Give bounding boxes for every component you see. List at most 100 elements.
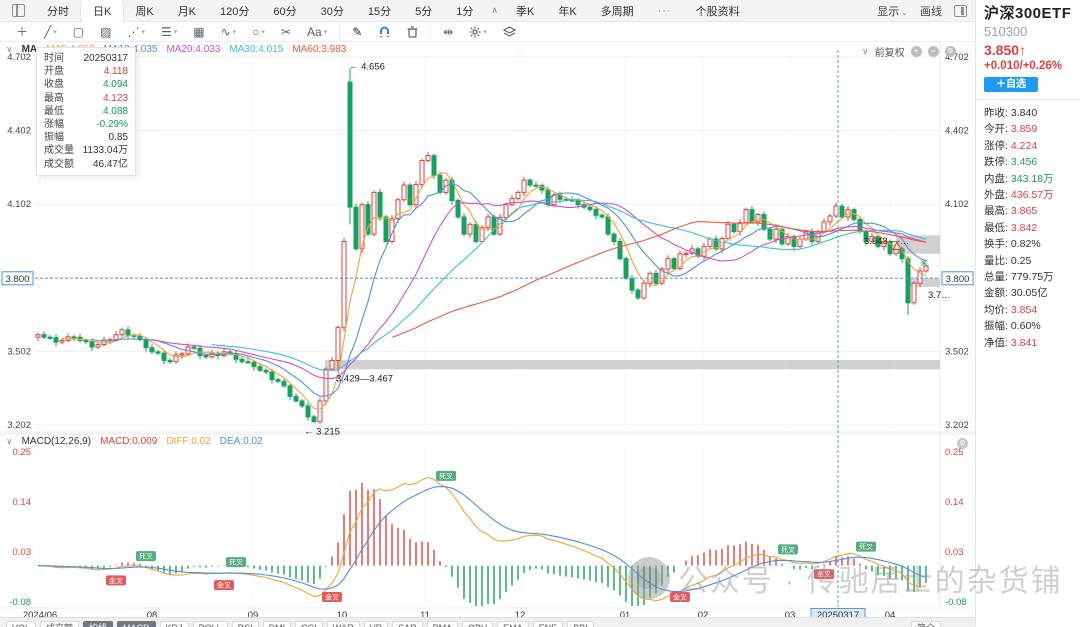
quote-value: 3.840 bbox=[1010, 107, 1038, 119]
period-tab-2[interactable]: 日K bbox=[81, 0, 124, 22]
quote-label: 量比: bbox=[984, 254, 1008, 267]
period-tab-15[interactable]: 个股资料 bbox=[695, 5, 740, 18]
quote-value: 0.60% bbox=[1010, 320, 1041, 333]
intro-button[interactable]: 简介 bbox=[910, 621, 941, 627]
ellipse-tool[interactable]: ○ ▾ bbox=[252, 24, 265, 39]
quote-label: 最低: bbox=[984, 221, 1008, 234]
tooltip-label: 时间 bbox=[44, 53, 64, 64]
tooltip-value: 4.094 bbox=[102, 79, 128, 91]
period-tab-7[interactable]: 30分 bbox=[320, 5, 344, 18]
tooltip-value: 20250317 bbox=[83, 53, 129, 64]
indicator-tab-DMI[interactable]: DMI bbox=[262, 621, 292, 627]
chart-area[interactable]: 金叉 死叉 金叉 死叉 金叉 死叉 金叉 死叉 金叉 死叉 3.800 3.800 ✳ ← 4.656 ← … bbox=[0, 0, 975, 627]
period-tab-12[interactable]: 年K bbox=[558, 5, 577, 18]
period-tab-13[interactable]: 多周期 bbox=[600, 5, 634, 18]
panel-toggle-icon[interactable] bbox=[954, 5, 967, 17]
display-dropdown[interactable]: 显示 ⌄ bbox=[877, 6, 908, 18]
indicator-tab-PMA[interactable]: PMA bbox=[426, 621, 459, 627]
signal-star-marker: ✳ bbox=[919, 258, 928, 270]
move-tool[interactable]: ＋ bbox=[16, 25, 29, 39]
svg-text:4.402: 4.402 bbox=[945, 126, 969, 137]
svg-text:4.702: 4.702 bbox=[7, 52, 31, 63]
svg-text:0.14: 0.14 bbox=[13, 497, 32, 508]
quote-label: 均价: bbox=[984, 303, 1008, 316]
indicator-tab-ENE[interactable]: ENE bbox=[532, 621, 564, 627]
period-tab-4[interactable]: 月K bbox=[177, 5, 197, 18]
gann-grid-tool[interactable]: ▦ bbox=[193, 24, 205, 39]
percent-lines-tool[interactable]: ⋰ ▾ bbox=[127, 24, 145, 39]
indicator-tab-SAR[interactable]: SAR bbox=[392, 621, 423, 627]
wave-tool[interactable]: ∿ ▾ bbox=[220, 24, 237, 39]
price-annotation: ← 3.215 bbox=[304, 426, 340, 437]
period-tab-1[interactable]: 分时 bbox=[47, 5, 69, 18]
quote-value: 779.75万 bbox=[1010, 271, 1054, 284]
ma-lines bbox=[61, 172, 927, 410]
quote-label: 昨收: bbox=[984, 107, 1008, 119]
macd-settings-icon[interactable]: ⚙ bbox=[957, 438, 968, 449]
zoom-out-button[interactable]: − bbox=[927, 46, 939, 57]
parallel-lines-tool[interactable]: ☰ ▾ bbox=[160, 24, 178, 39]
indicator-tab-成交额[interactable]: 成交额 bbox=[40, 621, 80, 627]
price-annotation: 3.7… bbox=[928, 290, 951, 301]
caret-icon: ▾ bbox=[323, 28, 328, 36]
svg-text:0.14: 0.14 bbox=[945, 497, 964, 508]
zoom-in-button[interactable]: + bbox=[910, 46, 922, 57]
indicator-tab-KDJ[interactable]: KDJ bbox=[159, 621, 189, 627]
signal-triangle-marker bbox=[891, 241, 903, 250]
magnet-tool[interactable] bbox=[370, 23, 399, 41]
indicator-tab-CCI[interactable]: CCI bbox=[295, 621, 323, 627]
tooltip-row: 涨幅 -0.29% bbox=[44, 118, 128, 131]
quote-value: 3.841 bbox=[1010, 336, 1038, 349]
period-tab-9[interactable]: 5分 bbox=[415, 5, 433, 18]
indicator-tab-EMA[interactable]: EMA bbox=[497, 621, 529, 627]
trash-tool[interactable] bbox=[399, 23, 426, 41]
svg-text:死叉: 死叉 bbox=[859, 543, 873, 551]
indicator-tab-BOLL[interactable]: BOLL bbox=[192, 621, 228, 627]
macd-lines bbox=[37, 476, 927, 602]
quote-value: 3.842 bbox=[1010, 221, 1038, 234]
svg-text:4.102: 4.102 bbox=[945, 199, 969, 210]
chevron-up-icon[interactable]: ∧ bbox=[491, 5, 498, 15]
chip-distribution-tool[interactable]: ▨ bbox=[100, 24, 112, 39]
trendline-tool[interactable]: ╱ ▾ bbox=[44, 24, 57, 39]
indicator-tab-VR[interactable]: VR bbox=[363, 621, 389, 627]
quote-row: 涨停: 4.224 bbox=[984, 138, 1072, 154]
period-tab-14[interactable]: ··· bbox=[657, 4, 672, 17]
indicator-tab-RSI[interactable]: RSI bbox=[231, 621, 259, 627]
text-tool[interactable]: Aa ▾ bbox=[307, 24, 328, 39]
rectangle-tool[interactable]: ▢ bbox=[72, 24, 85, 39]
period-tab-11[interactable]: 季K bbox=[515, 5, 535, 18]
collapse-ma-icon[interactable]: ∨ bbox=[6, 44, 13, 54]
svg-text:0.03: 0.03 bbox=[945, 547, 964, 558]
quote-value: 3.859 bbox=[1010, 123, 1038, 136]
svg-text:金叉: 金叉 bbox=[325, 593, 339, 602]
indicator-tab-VOL[interactable]: VOL bbox=[6, 621, 37, 627]
svg-text:死叉: 死叉 bbox=[229, 559, 243, 567]
pen-tool[interactable]: ✎ bbox=[352, 24, 363, 39]
indicator-tab-W&R[interactable]: W&R bbox=[326, 621, 360, 627]
indicator-tab-BBI[interactable]: BBI bbox=[567, 621, 594, 627]
chart-settings-icon[interactable]: ⚙ bbox=[944, 46, 956, 57]
period-tab-10[interactable]: 1分 bbox=[456, 5, 474, 18]
layers-tool[interactable] bbox=[495, 23, 524, 41]
period-tab-6[interactable]: 60分 bbox=[273, 5, 297, 18]
split-tool[interactable]: ⇹ bbox=[443, 24, 454, 39]
add-watchlist-button[interactable]: ＋自选 bbox=[984, 77, 1038, 92]
quote-row: 总量: 779.75万 bbox=[984, 269, 1072, 285]
settings-tool[interactable]: ▾ bbox=[461, 23, 495, 41]
period-tab-3[interactable]: 周K bbox=[135, 5, 154, 18]
chevron-down-icon: ⌄ bbox=[901, 8, 908, 17]
adjust-mode-dropdown[interactable]: 前复权 bbox=[874, 48, 905, 59]
period-tab-8[interactable]: 15分 bbox=[367, 5, 392, 18]
collapse-macd-icon[interactable]: ∨ bbox=[6, 436, 13, 446]
indicator-tab-OBV[interactable]: OBV bbox=[462, 621, 494, 627]
cut-tool[interactable]: ✂ bbox=[280, 24, 291, 39]
draw-line-button[interactable]: 画线 bbox=[920, 6, 942, 18]
indicator-tab-均线[interactable]: 均线 bbox=[83, 621, 114, 627]
layout-icon[interactable] bbox=[12, 4, 25, 17]
period-tab-5[interactable]: 120分 bbox=[220, 5, 250, 18]
x-axis-label: 01 bbox=[620, 610, 631, 617]
indicator-tab-MACD[interactable]: MACD bbox=[117, 621, 156, 627]
